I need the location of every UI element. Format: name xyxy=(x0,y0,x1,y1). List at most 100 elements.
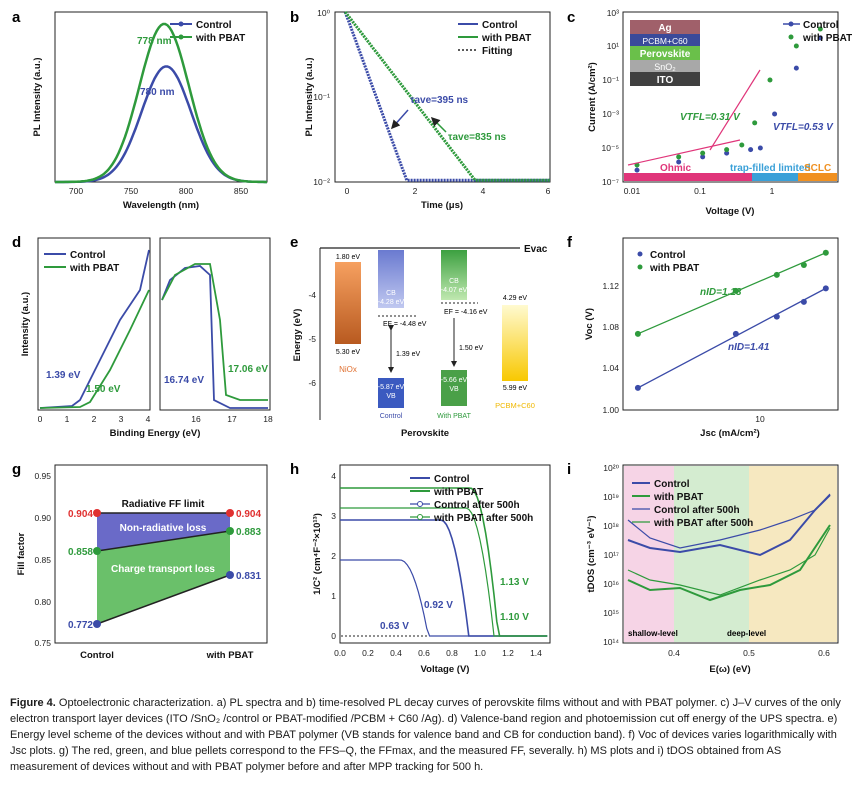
val-ff-control: 0.772 xyxy=(68,620,93,631)
xtick: 850 xyxy=(234,186,248,196)
xtick: 750 xyxy=(124,186,138,196)
legend-control: Control xyxy=(654,479,690,490)
panel-i: i Control with PBAT Control after 500h w… xyxy=(567,461,839,675)
xtick: 0.4 xyxy=(668,648,680,658)
xtick: 0 xyxy=(38,414,43,424)
ann-0-63: 0.63 V xyxy=(380,621,409,632)
panel-c-pbat-points xyxy=(634,26,823,168)
h-control-500h xyxy=(340,559,548,637)
pcbm-name: PCBM+C60 xyxy=(495,401,535,410)
ytick: 10⁻² xyxy=(313,177,330,187)
panel-d-frame-left xyxy=(37,237,151,411)
xtick: 0.01 xyxy=(624,186,641,196)
legend-pbat: with PBAT xyxy=(481,33,531,44)
control-ef: EF = -4.48 eV xyxy=(383,321,427,328)
panel-h-frame xyxy=(339,464,551,644)
panel-d-ylabel: Intensity (a.u.) xyxy=(20,292,31,356)
device-stack: Ag PCBM+C60 Perovskite SnO₂ ITO xyxy=(630,20,700,86)
ytick: 0.95 xyxy=(34,471,51,481)
panel-d-pbat-cutoff xyxy=(161,263,268,401)
panel-f-label: f xyxy=(567,234,573,251)
panel-h-xticks: 0.0 0.2 0.4 0.6 0.8 1.0 1.2 1.4 xyxy=(334,648,542,658)
data-point xyxy=(700,150,706,156)
xtick: 17 xyxy=(227,414,237,424)
niox-name: NiOx xyxy=(339,365,357,374)
layer-ito xyxy=(630,72,700,86)
peak-control: 780 nm xyxy=(140,87,175,98)
panel-f-frame xyxy=(622,237,839,411)
data-point xyxy=(800,298,807,305)
panel-a-xticks: 700 750 800 850 xyxy=(69,186,248,196)
xtick: 700 xyxy=(69,186,83,196)
layer-sno2-label: SnO₂ xyxy=(654,62,676,72)
pcbm-bar xyxy=(502,305,528,381)
xtick: 4 xyxy=(481,186,486,196)
vtfl-pbat: VTFL=0.31 V xyxy=(680,112,741,123)
ann-1-39: 1.39 eV xyxy=(46,370,81,381)
xtick: 0.6 xyxy=(818,648,830,658)
region-sclc: SCLC xyxy=(804,163,831,174)
panel-g: g Radiative FF limit Non-radiative loss … xyxy=(12,461,268,661)
fit-tfl xyxy=(709,69,761,151)
panel-c-label: c xyxy=(567,9,575,26)
region-tfl-bar xyxy=(752,173,798,181)
legend-marker xyxy=(417,501,423,507)
nid-control: nID=1.41 xyxy=(728,342,770,353)
panel-b-pbat-decay xyxy=(344,11,550,182)
layer-ito-label: ITO xyxy=(657,75,674,86)
region-ohmic-bar xyxy=(624,173,752,181)
data-point xyxy=(772,111,778,117)
ytick: 2 xyxy=(331,551,336,561)
data-point xyxy=(752,120,758,126)
xtick: 1.2 xyxy=(502,648,514,658)
panel-a: a 700 750 800 850 Wavelength (nm) PL Int… xyxy=(12,9,268,211)
h-pbat-500h xyxy=(340,507,548,637)
data-point xyxy=(732,287,739,294)
xtick: 1.0 xyxy=(474,648,486,658)
evac-label: Evac xyxy=(524,244,548,255)
control-cb-block xyxy=(378,250,404,308)
panel-e: e Evac -4 -5 -6 Energy (eV) 1.80 eV 5.30… xyxy=(290,234,548,439)
ytick: 10¹⁶ xyxy=(603,579,619,589)
shallow-label: shallow-level xyxy=(628,629,678,638)
panel-d-control-vb xyxy=(39,249,150,409)
panel-e-xlabel: Perovskite xyxy=(401,428,449,439)
ytick: 10⁻¹ xyxy=(313,92,330,102)
layer-perovskite-label: Perovskite xyxy=(640,49,691,60)
panel-h-xlabel: Voltage (V) xyxy=(421,664,470,675)
val-ffsq-pbat: 0.904 xyxy=(236,509,261,520)
panel-b-ylabel: PL Intensity (a.u.) xyxy=(304,57,315,136)
i-control xyxy=(627,494,831,557)
nid-pbat: nID=1.13 xyxy=(700,287,742,298)
legend-control: Control xyxy=(70,250,106,261)
niox-bottom: 5.30 eV xyxy=(336,349,360,356)
data-point xyxy=(748,147,754,153)
pbat-name: With PBAT xyxy=(437,413,471,420)
data-point xyxy=(822,285,829,292)
ytick: 1.00 xyxy=(602,405,619,415)
panel-c-xlabel: Voltage (V) xyxy=(706,206,755,217)
tau-control-arrow xyxy=(391,109,409,130)
ann-16-74: 16.74 eV xyxy=(164,375,204,386)
ytick: 10¹⁷ xyxy=(604,550,619,560)
legend-control-marker xyxy=(637,251,643,257)
legend-control: Control xyxy=(196,20,232,31)
xtick: 800 xyxy=(179,186,193,196)
panel-h-label: h xyxy=(290,461,299,478)
legend-pbat: with PBAT xyxy=(195,33,245,44)
layer-ag-label: Ag xyxy=(658,23,671,34)
data-point xyxy=(724,147,730,153)
xtick: 2 xyxy=(92,414,97,424)
ytick: 10⁻⁷ xyxy=(602,177,619,187)
fit-line xyxy=(637,252,827,335)
ff-line xyxy=(96,574,231,625)
legend-pbat: with PBAT xyxy=(69,263,119,274)
xtick: 0.1 xyxy=(694,186,706,196)
panel-i-frame xyxy=(622,464,839,644)
data-point xyxy=(676,154,682,160)
ann-17-06: 17.06 eV xyxy=(228,364,268,375)
panel-a-xlabel: Wavelength (nm) xyxy=(123,200,199,211)
legend-pbat-marker xyxy=(788,34,794,40)
ytick: 1 xyxy=(331,591,336,601)
panel-c-frame xyxy=(622,11,839,183)
